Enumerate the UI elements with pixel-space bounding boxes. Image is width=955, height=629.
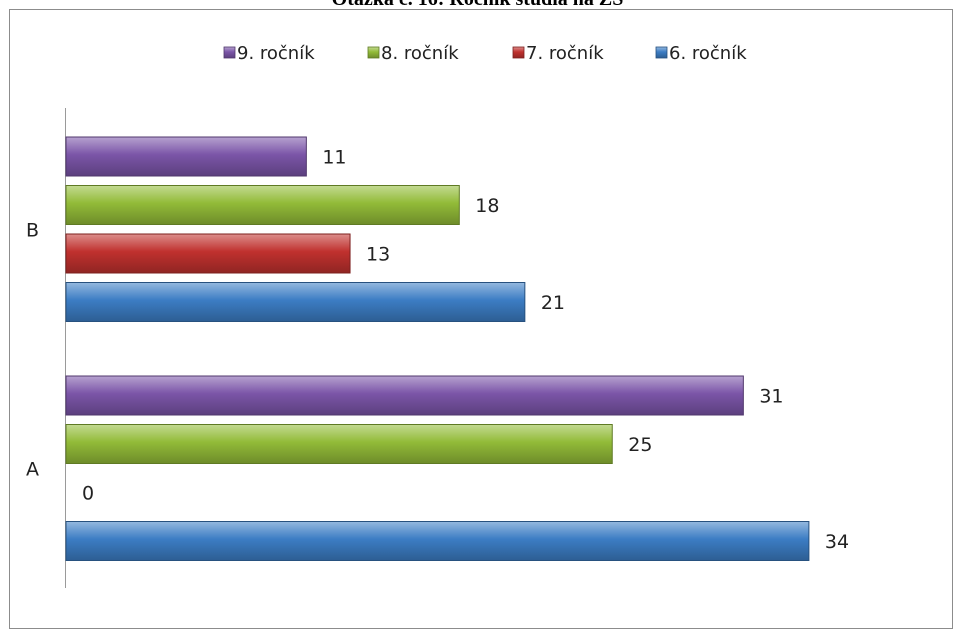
legend-label-7-ro-n-k: 7. ročník xyxy=(526,43,604,64)
bar-b-6-ro-n-k xyxy=(65,282,526,322)
data-label-b-9-ro-n-k: 11 xyxy=(322,147,346,169)
data-label-b-6-ro-n-k: 21 xyxy=(541,292,565,314)
bar-b-7-ro-n-k xyxy=(65,233,351,274)
data-label-b-7-ro-n-k: 13 xyxy=(366,244,390,266)
bar-a-9-ro-n-k xyxy=(65,375,744,416)
legend-swatch-7-ro-n-k xyxy=(512,46,525,59)
legend-label-9-ro-n-k: 9. ročník xyxy=(237,43,315,64)
data-label-a-9-ro-n-k: 31 xyxy=(759,386,783,408)
plot-area: A 31 25 0 34 B 11 18 13 21 xyxy=(26,108,849,588)
legend-swatch-6-ro-n-k xyxy=(655,46,668,59)
data-label-a-8-ro-n-k: 25 xyxy=(628,434,652,456)
legend-label-6-ro-n-k: 6. ročník xyxy=(669,43,747,64)
category-label-a: A xyxy=(26,458,39,480)
bar-a-6-ro-n-k xyxy=(65,521,810,561)
legend-swatch-9-ro-n-k xyxy=(223,46,236,59)
legend: 9. ročník 8. ročník 7. ročník 6. ročník xyxy=(223,43,747,64)
category-label-b: B xyxy=(26,219,39,241)
data-label-a-6-ro-n-k: 34 xyxy=(825,531,849,553)
bar-b-9-ro-n-k xyxy=(65,136,307,177)
legend-label-8-ro-n-k: 8. ročník xyxy=(381,43,459,64)
page-title: Otázka č. 16: Ročník štúdia na ZŠ xyxy=(0,0,955,11)
legend-swatch-8-ro-n-k xyxy=(367,46,380,59)
bar-b-8-ro-n-k xyxy=(65,185,460,225)
bar-a-8-ro-n-k xyxy=(65,424,613,464)
data-label-b-8-ro-n-k: 18 xyxy=(475,195,499,217)
data-label-a-7-ro-n-k: 0 xyxy=(82,483,94,505)
bar-chart: 9. ročník 8. ročník 7. ročník 6. ročník A 31… xyxy=(26,43,849,588)
